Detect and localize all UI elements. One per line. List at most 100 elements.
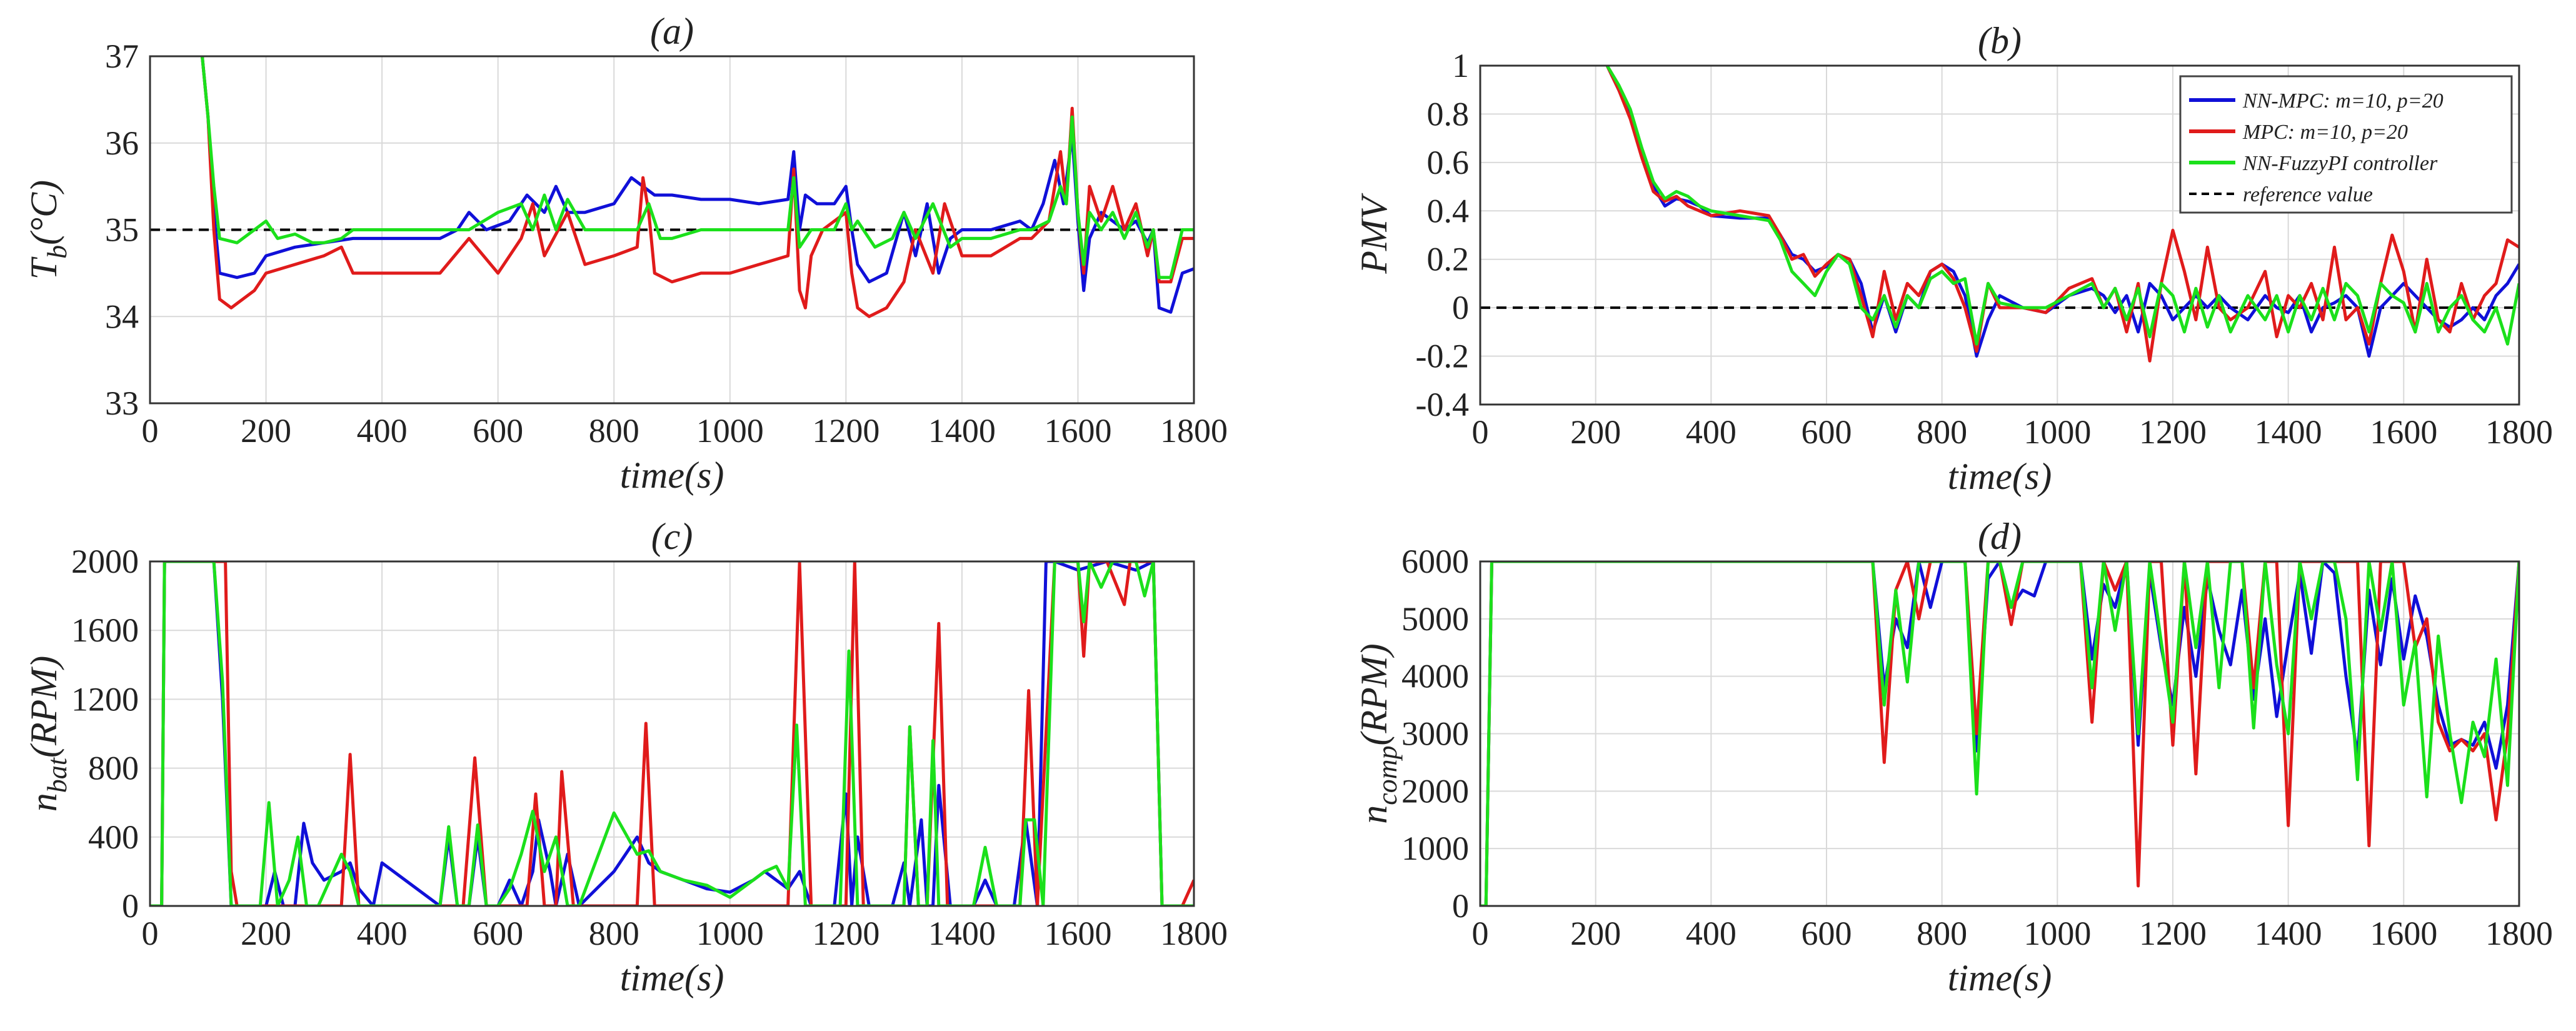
series-line-2 xyxy=(150,561,1194,906)
panel-d: 0 200 400 600 800 1000 1200 1400 1600 1800 0 1000 20… xyxy=(1353,516,2553,998)
y-axis-label-unit: (RPM) xyxy=(23,656,64,758)
y-axis-label-subscript: comp xyxy=(1372,745,1403,805)
axes-frame xyxy=(1479,64,2520,406)
series-line-2 xyxy=(201,56,1194,279)
y-tick-label: 0.6 xyxy=(1427,144,1470,181)
y-axis-label-subscript: b xyxy=(42,245,73,259)
x-tick-label: 1400 xyxy=(2255,413,2322,451)
y-tick-label: 1600 xyxy=(71,611,139,649)
x-tick-label: 400 xyxy=(357,915,408,952)
x-axis-label: time(s) xyxy=(1948,957,2052,998)
y-tick-label: 2000 xyxy=(1401,772,1469,810)
legend-entry-2: NN-FuzzyPI controller xyxy=(2242,152,2438,175)
y-tick-label: 37 xyxy=(105,38,139,75)
x-tick-label: 1600 xyxy=(2370,915,2437,952)
x-tick-label: 600 xyxy=(473,915,523,952)
y-tick-label: 1000 xyxy=(1401,830,1469,867)
y-axis-label: Tb(°C) xyxy=(23,180,73,279)
y-tick-label: 35 xyxy=(105,211,139,249)
x-axis-label: time(s) xyxy=(1948,456,2052,497)
x-tick-label: 400 xyxy=(357,412,408,450)
y-axis-label-unit: (RPM) xyxy=(1353,643,1395,745)
x-axis-label: time(s) xyxy=(620,957,724,998)
y-tick-label: 0.8 xyxy=(1427,95,1470,133)
x-tick-label: 1000 xyxy=(2023,915,2091,952)
series-line-2 xyxy=(1480,561,2519,906)
y-axis-label-main: PMV xyxy=(1353,193,1395,274)
x-tick-label: 600 xyxy=(1802,413,1852,451)
x-tick-label: 400 xyxy=(1686,915,1737,952)
legend: NN-MPC: m=10, p=20 MPC: m=10, p=20 NN-Fuzz… xyxy=(2179,75,2513,214)
axes-frame xyxy=(149,560,1195,907)
panel-title: (d) xyxy=(1978,516,2022,557)
panel-title: (a) xyxy=(650,11,694,52)
x-tick-label: 0 xyxy=(142,915,159,952)
y-tick-label: 1200 xyxy=(71,680,139,718)
y-axis-label: PMV xyxy=(1353,193,1395,274)
x-tick-label: 1600 xyxy=(1044,412,1111,450)
series-line-0 xyxy=(201,56,1194,314)
x-tick-label: 800 xyxy=(589,915,639,952)
y-tick-label: 800 xyxy=(88,750,139,787)
x-tick-label: 1200 xyxy=(812,412,880,450)
y-tick-label: 36 xyxy=(105,124,139,162)
x-tick-label: 0 xyxy=(1472,413,1489,451)
series-line-1 xyxy=(201,56,1194,318)
x-axis-label: time(s) xyxy=(620,455,724,496)
x-tick-label: 400 xyxy=(1686,413,1737,451)
x-tick-label: 1400 xyxy=(2255,915,2322,952)
legend-entry-1: MPC: m=10, p=20 xyxy=(2242,121,2408,144)
legend-entry-0: NN-MPC: m=10, p=20 xyxy=(2242,89,2443,113)
x-tick-label: 200 xyxy=(241,915,291,952)
y-tick-label: 400 xyxy=(88,818,139,856)
x-tick-label: 1200 xyxy=(2139,915,2207,952)
x-tick-label: 800 xyxy=(589,412,639,450)
x-tick-label: 1800 xyxy=(2485,413,2553,451)
y-tick-label: 34 xyxy=(105,298,139,335)
y-axis-label-unit: (°C) xyxy=(23,180,64,245)
panel-a: 0 200 400 600 800 1000 1200 1400 1600 1800 33 34 35 3… xyxy=(23,11,1228,496)
series-line-2 xyxy=(1605,66,2519,346)
axes-frame xyxy=(149,55,1195,405)
y-axis-label-subscript: bat xyxy=(42,757,73,793)
x-tick-label: 1800 xyxy=(1160,915,1228,952)
y-tick-label: -0.4 xyxy=(1416,386,1469,423)
y-axis-label: ncomp(RPM) xyxy=(1353,643,1403,824)
panel-c: 0 200 400 600 800 1000 1200 1400 1600 1800 0 400 800… xyxy=(23,516,1228,998)
panel-title: (c) xyxy=(651,516,693,557)
y-tick-label: -0.2 xyxy=(1416,338,1469,375)
x-tick-label: 1800 xyxy=(1160,412,1228,450)
y-tick-label: 0.4 xyxy=(1427,192,1470,229)
y-tick-label: 2000 xyxy=(71,543,139,580)
x-tick-label: 800 xyxy=(1917,413,1967,451)
x-tick-label: 800 xyxy=(1917,915,1967,952)
y-axis-label-main: n xyxy=(23,793,64,812)
x-tick-label: 1000 xyxy=(696,915,764,952)
x-tick-label: 600 xyxy=(1802,915,1852,952)
y-tick-label: 5000 xyxy=(1401,600,1469,638)
y-tick-label: 6000 xyxy=(1401,543,1469,580)
y-tick-label: 33 xyxy=(105,385,139,422)
x-tick-label: 200 xyxy=(1570,413,1621,451)
y-tick-label: 0 xyxy=(122,887,139,925)
y-axis-label: nbat(RPM) xyxy=(23,656,73,812)
panel-title: (b) xyxy=(1978,20,2022,61)
x-tick-label: 0 xyxy=(142,412,159,450)
x-tick-label: 1400 xyxy=(928,412,996,450)
x-tick-label: 1200 xyxy=(812,915,880,952)
x-tick-label: 1600 xyxy=(1044,915,1111,952)
series-line-1 xyxy=(1480,561,2519,906)
x-tick-label: 1000 xyxy=(696,412,764,450)
x-tick-label: 1600 xyxy=(2370,413,2437,451)
y-tick-label: 3000 xyxy=(1401,715,1469,753)
y-axis-label-main: T xyxy=(23,256,64,279)
y-tick-label: 4000 xyxy=(1401,658,1469,695)
legend-entry-3: reference value xyxy=(2243,183,2373,206)
y-axis-label-main: n xyxy=(1353,805,1395,824)
x-tick-label: 1200 xyxy=(2139,413,2207,451)
x-tick-label: 200 xyxy=(1570,915,1621,952)
x-tick-label: 600 xyxy=(473,412,523,450)
y-tick-label: 0 xyxy=(1452,887,1469,925)
